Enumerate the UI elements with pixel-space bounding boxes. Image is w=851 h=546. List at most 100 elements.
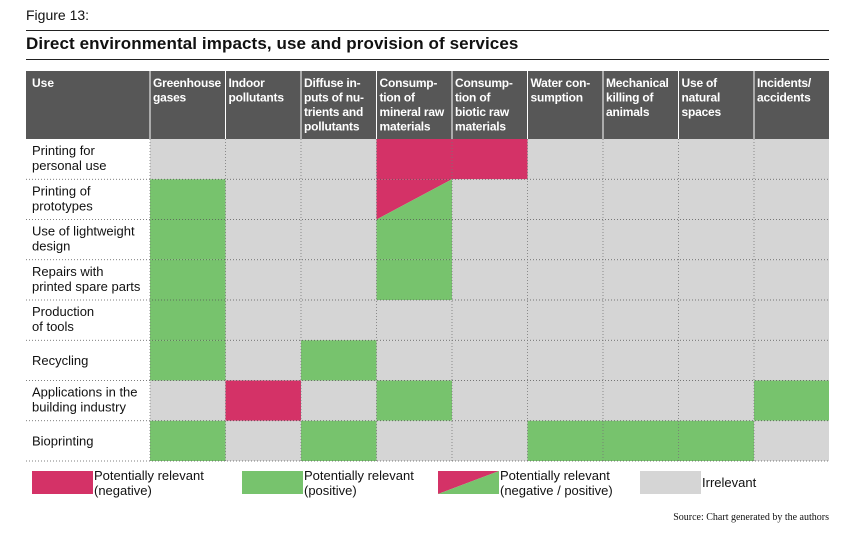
matrix-cell	[527, 219, 603, 260]
column-header: Incidents/accidents	[757, 76, 812, 105]
matrix-cell	[225, 219, 301, 260]
column-header: Mechanical killing of animals	[606, 76, 669, 119]
row-label: Use of lightweight design	[32, 224, 135, 254]
matrix-cell	[603, 420, 679, 461]
matrix-cell	[678, 259, 754, 300]
matrix-cell	[527, 259, 603, 300]
matrix-cell	[527, 179, 603, 220]
matrix-cell	[225, 139, 301, 180]
column-header: Indoor pollutants	[229, 76, 285, 105]
row-label: Recycling	[32, 353, 88, 368]
column-header: Greenhouse gases	[153, 76, 222, 105]
matrix-cell	[678, 219, 754, 260]
matrix-cell	[603, 219, 679, 260]
row-label: Bioprinting	[32, 433, 93, 448]
matrix-cell	[527, 300, 603, 341]
matrix-cell	[452, 219, 528, 260]
matrix-cell	[754, 420, 829, 461]
top-rule	[26, 30, 829, 31]
column-header: Diffuse in-puts of nu-trients and polluta…	[304, 76, 364, 134]
row-label: Printing of prototypes	[32, 183, 93, 213]
matrix-cell	[452, 340, 528, 381]
matrix-cell	[301, 179, 377, 220]
header-row-bg	[26, 71, 829, 139]
matrix-cell	[527, 340, 603, 381]
matrix-cell	[754, 179, 829, 220]
matrix-cell	[678, 380, 754, 421]
matrix-cell	[678, 139, 754, 180]
matrix-cell	[225, 259, 301, 300]
matrix-cell	[678, 340, 754, 381]
column-header: Use of natural spaces	[682, 76, 722, 119]
matrix-cell	[527, 380, 603, 421]
matrix-cell	[150, 259, 226, 300]
matrix-cell	[603, 340, 679, 381]
matrix-cell	[678, 300, 754, 341]
matrix-cell	[754, 219, 829, 260]
column-header: Consump-tion of biotic raw materials	[455, 76, 513, 134]
legend-swatch-mixed	[438, 471, 499, 494]
legend-label-mixed: Potentially relevant (negative / positiv…	[500, 468, 613, 498]
legend-label-irrelevant: Irrelevant	[702, 475, 757, 490]
matrix-cell	[452, 300, 528, 341]
matrix-cell	[452, 259, 528, 300]
matrix-cell	[225, 340, 301, 381]
matrix-cell	[603, 179, 679, 220]
matrix-cell	[376, 219, 452, 260]
matrix-cell	[301, 219, 377, 260]
matrix-cell	[301, 139, 377, 180]
matrix-cell	[754, 380, 829, 421]
matrix-cell	[754, 340, 829, 381]
matrix-cell	[376, 259, 452, 300]
matrix-cell	[150, 139, 226, 180]
matrix-cell	[150, 340, 226, 381]
matrix-cell	[301, 380, 377, 421]
matrix-cell	[150, 380, 226, 421]
matrix-cell	[225, 179, 301, 220]
matrix-cell	[603, 380, 679, 421]
column-header: Consump-tion of mineral raw materials	[380, 76, 445, 134]
column-header: Water con-sumption	[531, 76, 591, 105]
matrix-cell	[150, 179, 226, 220]
matrix-cell	[603, 259, 679, 300]
matrix-cell	[150, 420, 226, 461]
legend-swatch-negative	[32, 471, 93, 494]
matrix-cell-mixed-positive	[376, 179, 452, 220]
matrix-cell	[225, 420, 301, 461]
legend-label-positive: Potentially relevant (positive)	[304, 468, 414, 498]
legend-swatch-positive	[242, 471, 303, 494]
matrix-cell	[301, 340, 377, 381]
row-header-label: Use	[32, 76, 54, 90]
matrix-cell	[527, 139, 603, 180]
matrix-cell	[678, 420, 754, 461]
matrix-cell	[225, 300, 301, 341]
figure-label: Figure 13:	[26, 7, 90, 23]
matrix-cell	[452, 139, 528, 180]
matrix-cell	[225, 380, 301, 421]
matrix-cell	[754, 300, 829, 341]
matrix-cell	[376, 340, 452, 381]
matrix-cell	[150, 300, 226, 341]
row-label: Production of tools	[32, 304, 94, 334]
matrix-cell	[452, 179, 528, 220]
matrix-cell	[603, 300, 679, 341]
matrix-cell	[527, 420, 603, 461]
legend-label-negative: Potentially relevant (negative)	[94, 468, 204, 498]
matrix-cell	[754, 259, 829, 300]
matrix-cell	[301, 300, 377, 341]
matrix-cell	[754, 139, 829, 180]
matrix-cell	[376, 380, 452, 421]
title-rule	[26, 59, 829, 60]
legend-swatch-irrelevant	[640, 471, 701, 494]
matrix-cell	[376, 420, 452, 461]
matrix-cell	[603, 139, 679, 180]
row-label: Printing for personal use	[32, 143, 106, 173]
row-label: Repairs with printed spare parts	[32, 264, 141, 294]
matrix-cell	[452, 380, 528, 421]
row-label: Applications in the building industry	[32, 385, 138, 415]
source-note: Source: Chart generated by the authors	[673, 512, 829, 523]
matrix-cell	[301, 259, 377, 300]
matrix-cell	[376, 139, 452, 180]
matrix-cell	[452, 420, 528, 461]
